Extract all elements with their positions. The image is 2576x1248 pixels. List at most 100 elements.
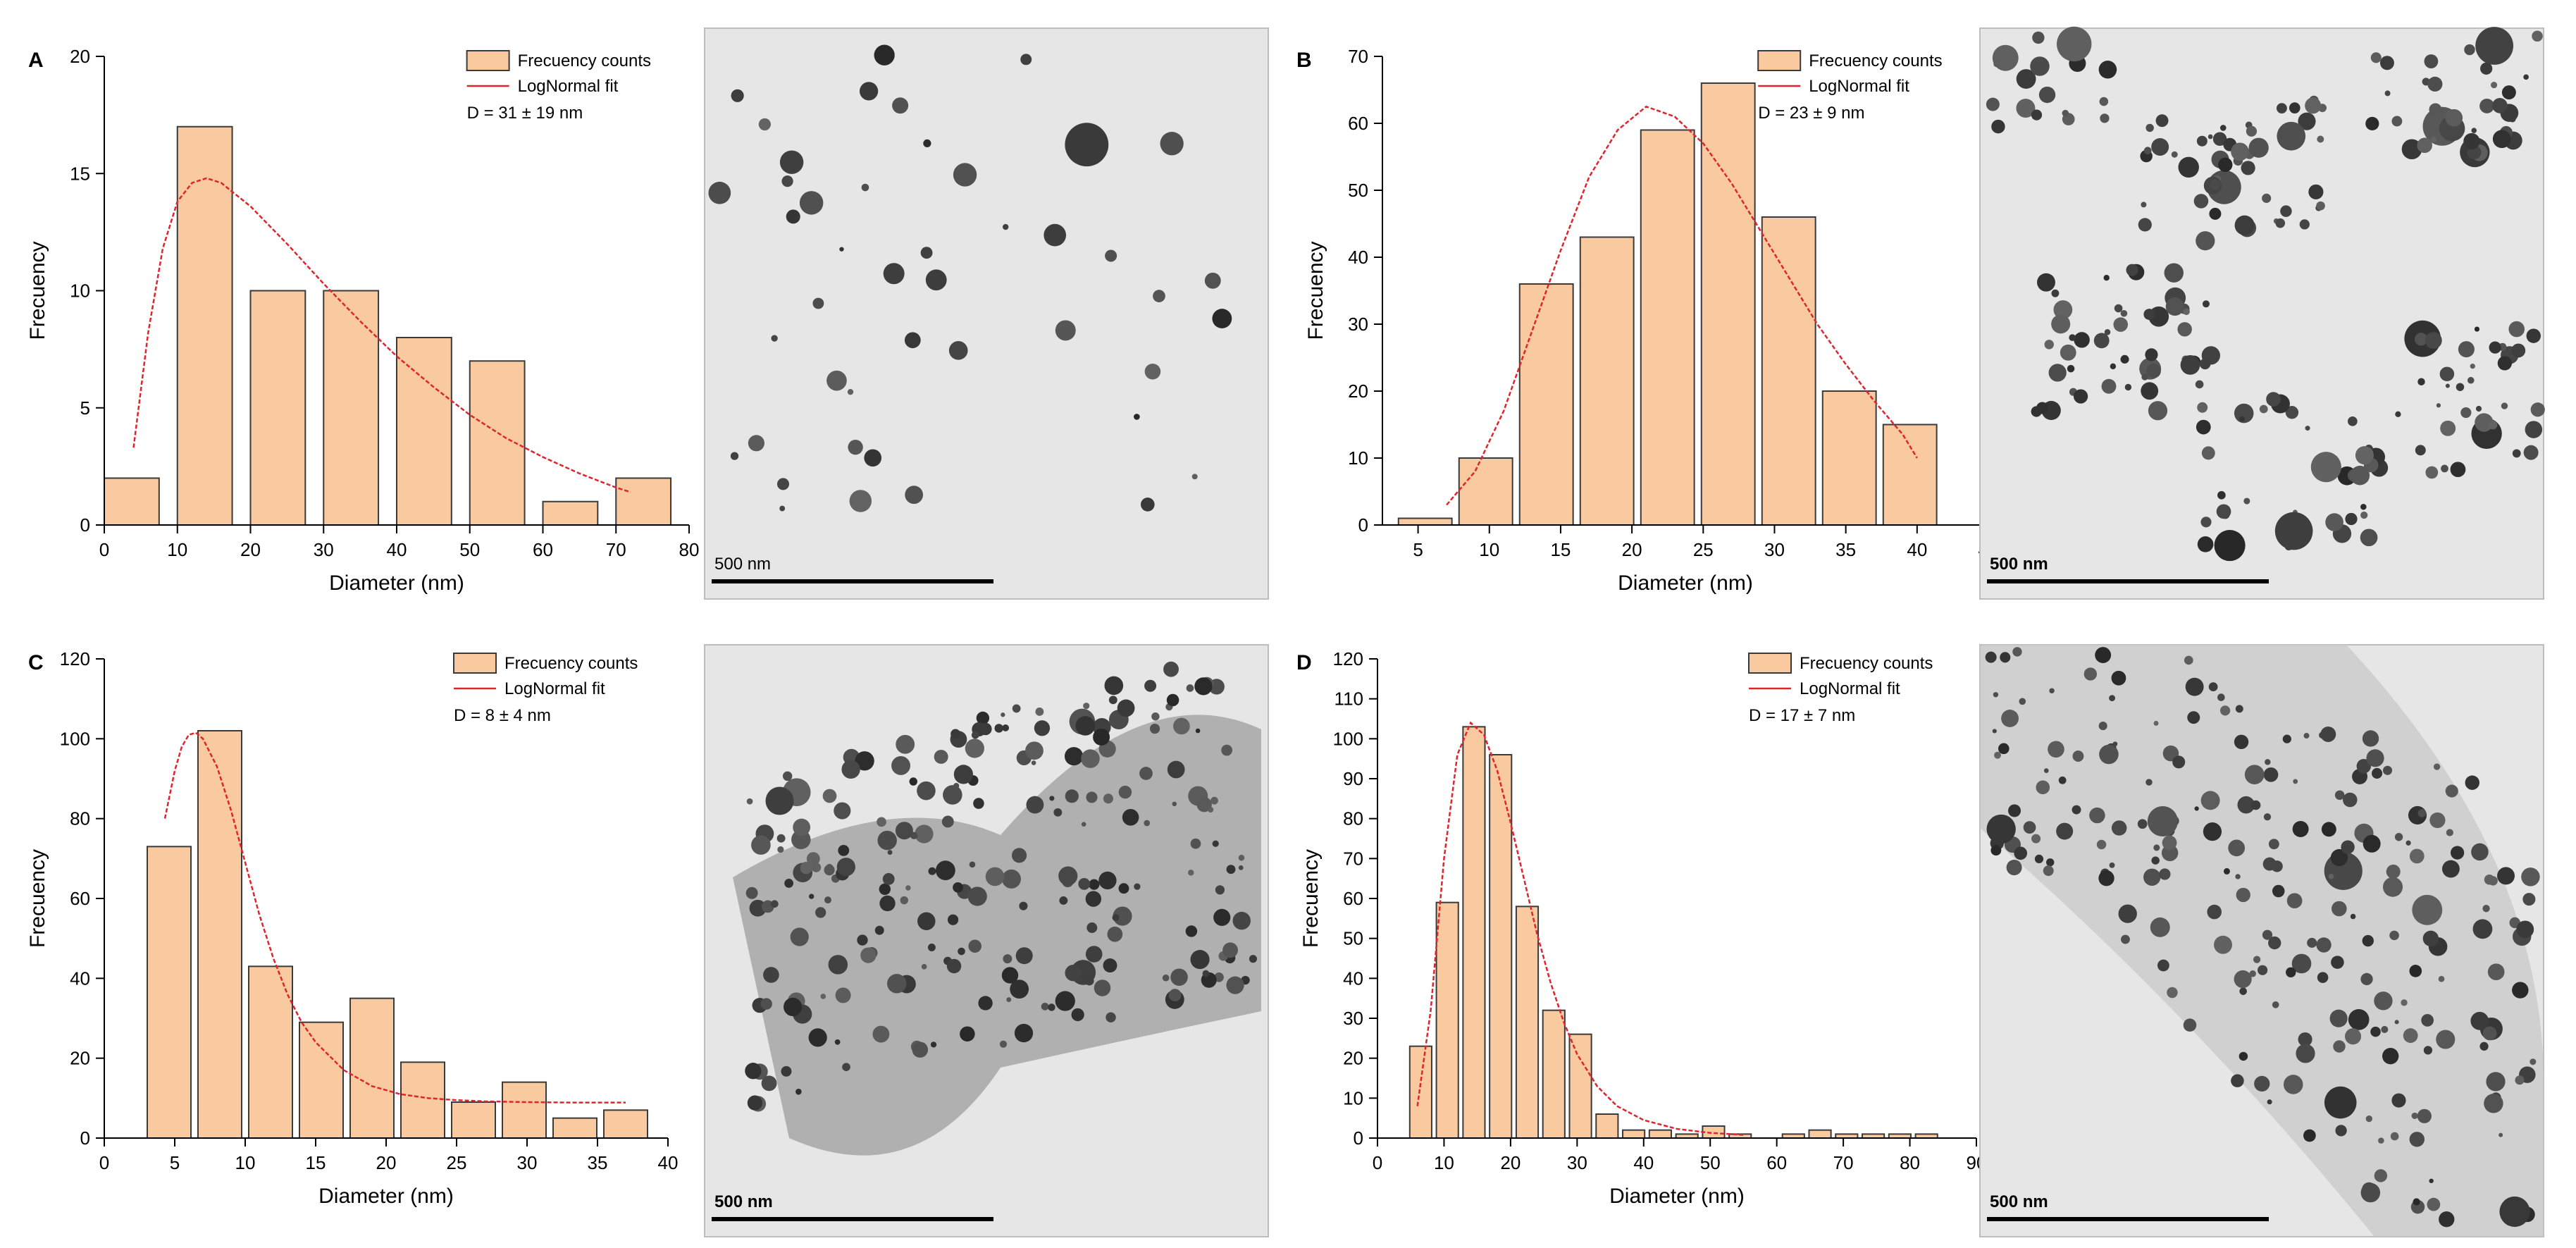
nanoparticle: [1075, 716, 1096, 736]
nanoparticle: [2120, 309, 2128, 317]
nanoparticle: [864, 449, 882, 467]
nanoparticle: [2439, 1211, 2455, 1228]
x-tick-label: 60: [1766, 1152, 1787, 1173]
nanoparticle: [1085, 891, 1102, 907]
nanoparticle: [2275, 218, 2286, 228]
nanoparticle: [1081, 749, 1100, 768]
nanoparticle: [877, 817, 886, 827]
nanoparticle: [1990, 845, 2002, 856]
nanoparticle: [2283, 1075, 2303, 1094]
nanoparticle: [2489, 341, 2501, 354]
nanoparticle: [1144, 820, 1151, 827]
nanoparticle: [2471, 843, 2489, 861]
nanoparticle: [1213, 908, 1231, 926]
x-tick-label: 30: [314, 539, 334, 560]
nanoparticle: [784, 997, 803, 1016]
nanoparticle: [2124, 383, 2132, 391]
nanoparticle: [2207, 904, 2222, 920]
nanoparticle: [2467, 376, 2475, 384]
nanoparticle: [927, 944, 936, 951]
nanoparticle: [2308, 184, 2324, 199]
nanoparticle: [2508, 321, 2525, 338]
chart-panel-c: C 0 5 10 15 20 25 30 35 40 0 20 40 60 80 100 120 Diameter…: [26, 644, 1269, 1237]
nanoparticle: [2445, 383, 2450, 388]
nanoparticle: [2217, 693, 2225, 701]
nanoparticle: [2184, 655, 2193, 665]
tem-micrograph: 500 nm: [704, 644, 1269, 1237]
nanoparticle: [1172, 801, 1177, 807]
x-tick-label: 70: [606, 539, 626, 560]
histogram-bar: [1640, 129, 1695, 526]
nanoparticle: [2216, 504, 2231, 519]
y-tick-label: 50: [1343, 928, 1363, 949]
nanoparticle: [1107, 926, 1123, 942]
nanoparticle: [848, 439, 863, 455]
nanoparticle: [1212, 840, 1219, 847]
y-axis-label: Frecuency: [26, 849, 49, 948]
y-tick-label: 80: [70, 808, 90, 829]
nanoparticle: [2147, 805, 2178, 837]
nanoparticle: [2280, 205, 2292, 217]
histogram-bar: [323, 290, 380, 526]
nanoparticle: [1122, 809, 1139, 826]
histogram-bar: [1408, 1045, 1432, 1139]
nanoparticle: [2415, 445, 2426, 456]
nanoparticle: [2360, 1182, 2381, 1203]
histogram-bar: [1821, 390, 1877, 526]
nanoparticle: [2436, 1030, 2456, 1049]
nanoparticle: [1086, 922, 1098, 933]
x-tick-label: 30: [517, 1152, 538, 1173]
y-tick-label: 10: [70, 280, 90, 302]
nanoparticle: [2372, 767, 2383, 779]
nanoparticle: [2382, 877, 2403, 897]
nanoparticle: [2265, 759, 2271, 765]
nanoparticle: [2157, 959, 2169, 972]
nanoparticle: [824, 896, 831, 904]
nanoparticle: [2394, 833, 2403, 841]
nanoparticle: [2370, 1026, 2381, 1037]
nanoparticle: [2249, 970, 2256, 977]
histogram-bar: [104, 477, 160, 526]
nanoparticle: [2320, 727, 2336, 742]
nanoparticle: [2401, 999, 2408, 1006]
nanoparticle: [874, 44, 895, 66]
nanoparticle: [2038, 86, 2056, 104]
nanoparticle: [1998, 743, 2010, 755]
nanoparticle: [2183, 308, 2190, 316]
nanoparticle: [1167, 760, 1185, 779]
nanoparticle: [2023, 821, 2036, 834]
nanoparticle: [770, 900, 779, 908]
legend-label: LogNormal fit: [518, 77, 619, 96]
nanoparticle: [2501, 402, 2508, 409]
nanoparticle: [1186, 684, 1194, 692]
nanoparticle: [2034, 854, 2044, 864]
legend-label: Frecuency counts: [1800, 654, 1933, 673]
legend-bar-swatch: [466, 50, 510, 71]
nanoparticle: [2350, 913, 2356, 920]
histogram-bar: [349, 997, 395, 1139]
nanoparticle: [1226, 976, 1244, 994]
scale-bar-label: 500 nm: [1990, 1192, 2048, 1211]
nanoparticle: [2332, 901, 2347, 917]
nanoparticle: [2436, 403, 2441, 408]
nanoparticle: [842, 1063, 850, 1071]
nanoparticle: [920, 247, 933, 259]
nanoparticle: [950, 729, 961, 739]
nanoparticle: [1053, 808, 1063, 817]
scale-bar: [712, 1217, 993, 1221]
x-tick-label: 25: [447, 1152, 467, 1173]
nanoparticle: [2450, 462, 2466, 478]
nanoparticle: [2403, 1028, 2418, 1043]
nanoparticle: [2497, 867, 2515, 885]
x-tick-label: 60: [533, 539, 553, 560]
x-tick-label: 10: [1479, 539, 1499, 560]
nanoparticle: [2530, 402, 2545, 417]
nanoparticle: [1103, 793, 1113, 804]
nanoparticle: [2445, 784, 2458, 798]
nanoparticle: [2484, 874, 2495, 885]
nanoparticle: [2293, 779, 2298, 784]
nanoparticle: [2374, 1169, 2388, 1182]
y-tick-label: 100: [1333, 728, 1363, 749]
nanoparticle: [2145, 348, 2158, 362]
y-tick-label: 20: [1348, 381, 1368, 402]
